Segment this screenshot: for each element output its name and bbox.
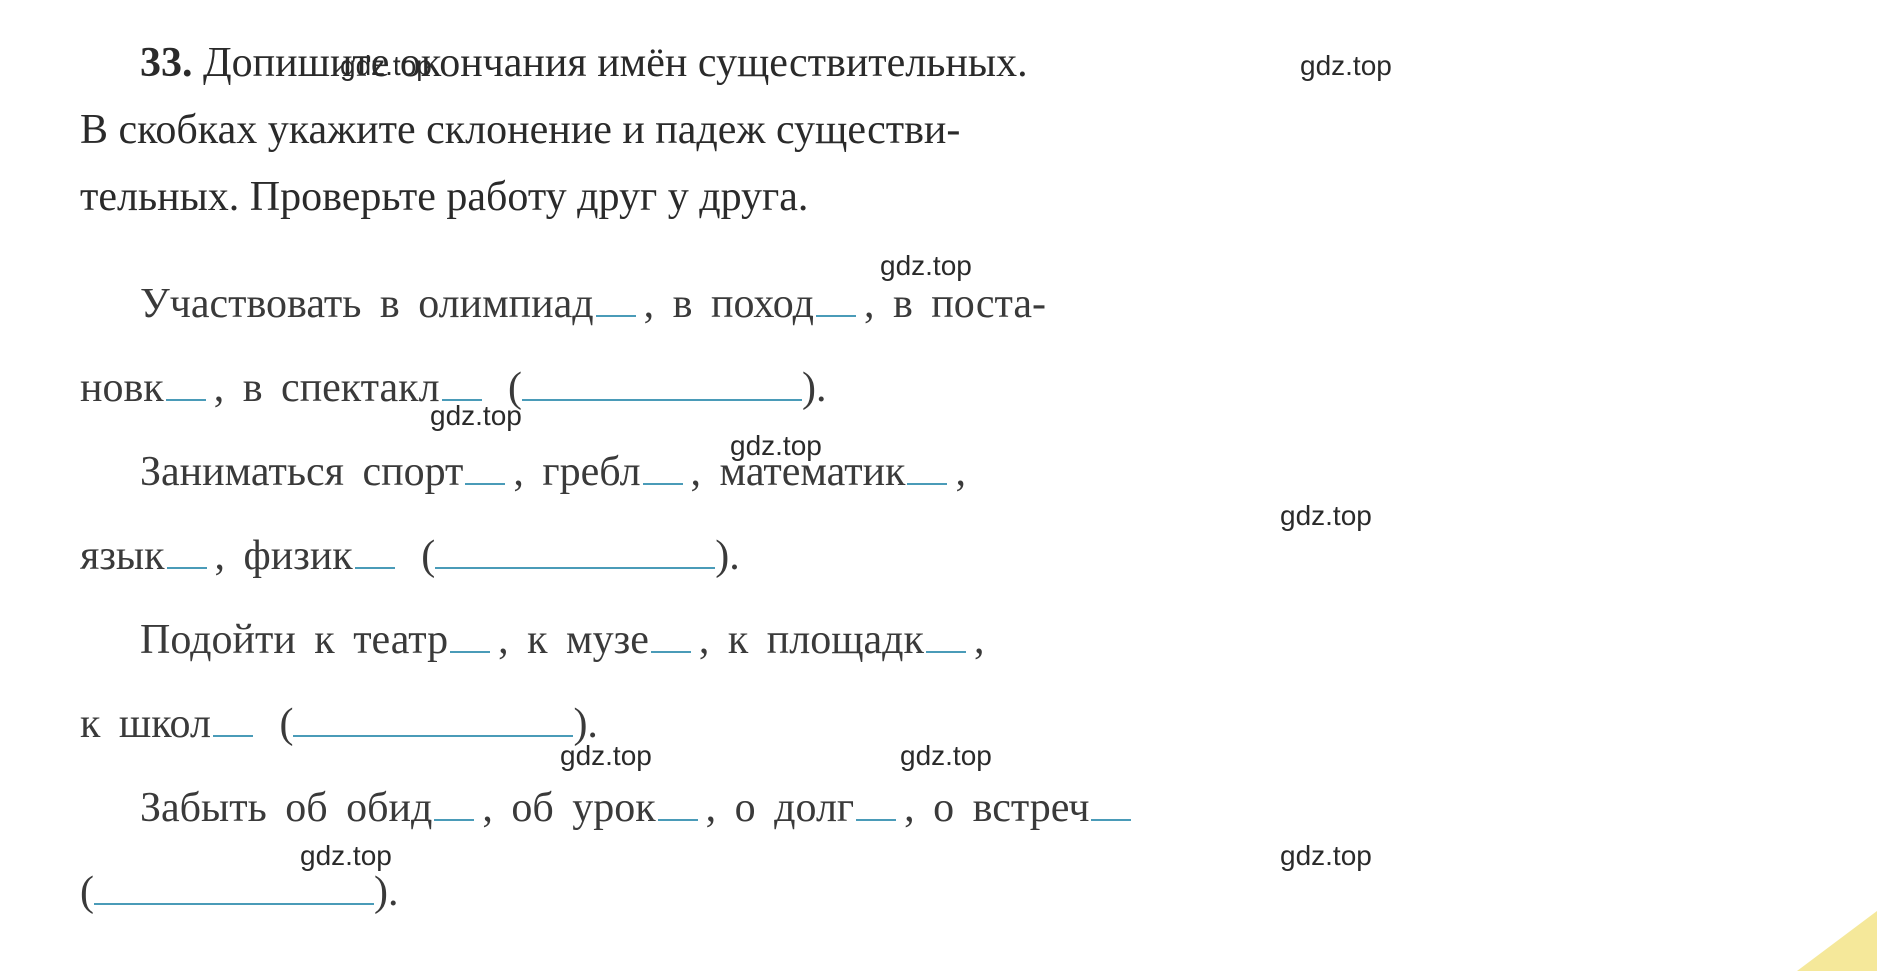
exercise-text: , в спектакл	[214, 365, 440, 411]
blank-paren	[522, 399, 802, 401]
blank-ending	[643, 483, 683, 485]
exercise-text: , гребл	[513, 449, 640, 495]
watermark: gdz.top	[340, 50, 432, 82]
watermark: gdz.top	[1280, 500, 1372, 532]
watermark: gdz.top	[900, 740, 992, 772]
watermark: gdz.top	[730, 430, 822, 462]
exercise-text: Участвовать в олимпиад	[140, 281, 594, 327]
exercise-text: (	[403, 533, 436, 579]
exercise-line-5: Подойти к театр , к музе , к площадк,	[140, 598, 1797, 682]
blank-ending	[856, 819, 896, 821]
exercise-text: к школ	[80, 701, 211, 747]
exercise-text: (	[80, 869, 94, 915]
blank-ending	[596, 315, 636, 317]
watermark: gdz.top	[880, 250, 972, 282]
exercise-text: Подойти к театр	[140, 617, 448, 663]
exercise-text: язык	[80, 533, 165, 579]
task-instruction: 33. Допишите окончания имён существитель…	[80, 30, 1797, 232]
exercise-line-2: новк, в спектакл ().	[80, 346, 1797, 430]
instruction-text-3: тельных. Проверьте работу друг у друга.	[80, 174, 808, 220]
exercise-text: , к музе	[498, 617, 649, 663]
blank-ending	[907, 483, 947, 485]
exercise-text: , в поход	[644, 281, 814, 327]
exercise-text: ,	[955, 449, 966, 495]
exercise-text: , физик	[215, 533, 353, 579]
blank-ending	[816, 315, 856, 317]
blank-ending	[651, 651, 691, 653]
blank-ending	[465, 483, 505, 485]
exercise-text: (	[261, 701, 294, 747]
exercise-text: , об урок	[482, 785, 655, 831]
exercise-line-7: Забыть об обид , об урок , о долг , о встре…	[140, 766, 1797, 850]
textbook-page: 33. Допишите окончания имён существитель…	[0, 0, 1877, 971]
blank-ending	[1091, 819, 1131, 821]
exercise-text: , в поста-	[864, 281, 1046, 327]
blank-paren	[435, 567, 715, 569]
blank-ending	[658, 819, 698, 821]
exercise-line-3: Заниматься спорт, гребл, математик,	[140, 430, 1797, 514]
exercise-text: , о встреч	[904, 785, 1089, 831]
blank-ending	[167, 567, 207, 569]
blank-ending	[450, 651, 490, 653]
exercise-line-4: язык , физик ().	[80, 514, 1797, 598]
exercise-text: ,	[974, 617, 985, 663]
exercise-text: новк	[80, 365, 164, 411]
exercise-text: Забыть об обид	[140, 785, 432, 831]
watermark: gdz.top	[300, 840, 392, 872]
watermark: gdz.top	[1300, 50, 1392, 82]
exercise-text: ).	[715, 533, 740, 579]
blank-ending	[355, 567, 395, 569]
exercise-text: , к площадк	[699, 617, 924, 663]
exercise-text: ).	[802, 365, 827, 411]
watermark: gdz.top	[1280, 840, 1372, 872]
instruction-text-2: В скобках укажите склонение и падеж суще…	[80, 107, 960, 153]
exercise-text: ).	[374, 869, 399, 915]
blank-ending	[434, 819, 474, 821]
exercise-text: Заниматься спорт	[140, 449, 463, 495]
corner-decoration	[1797, 911, 1877, 971]
watermark: gdz.top	[430, 400, 522, 432]
exercise-text: , о долг	[706, 785, 855, 831]
instruction-text-1: Допишите окончания имён существительных.	[203, 40, 1028, 86]
blank-paren	[94, 903, 374, 905]
blank-ending	[166, 399, 206, 401]
watermark: gdz.top	[560, 740, 652, 772]
blank-ending	[213, 735, 253, 737]
blank-ending	[926, 651, 966, 653]
task-number: 33.	[140, 40, 193, 86]
blank-paren	[293, 735, 573, 737]
